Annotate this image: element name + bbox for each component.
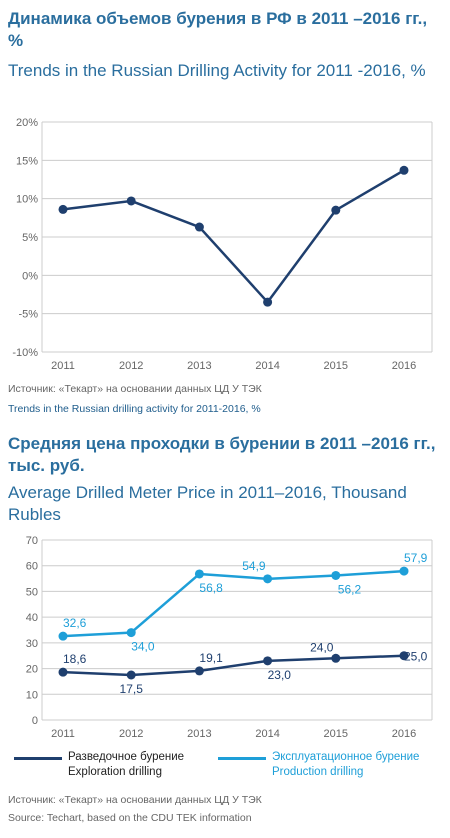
- chart2-point-1: [399, 566, 409, 576]
- chart2-series-line-0: [62, 654, 405, 677]
- chart2-y-tick-label: 50: [26, 586, 38, 598]
- legend-exploration-label-ru: Разведочное бурение: [68, 751, 185, 763]
- chart2-point-0: [194, 666, 204, 676]
- chart2-data-label-0: 24,0: [310, 640, 334, 654]
- chart1-title: Динамика объемов бурения в РФ в 2011 –20…: [8, 9, 428, 50]
- chart2-data-label-1: 34,0: [131, 640, 155, 654]
- chart2-point-1: [263, 574, 273, 584]
- chart2-y-tick-label: 30: [26, 638, 38, 650]
- chart1-point-0: [399, 165, 409, 175]
- chart1-point-0: [126, 196, 136, 206]
- chart2-point-0: [58, 667, 68, 677]
- chart2-y-tick-label: 0: [32, 715, 38, 727]
- chart2-source-en: Source: Techart, based on the CDU TEK in…: [8, 812, 252, 824]
- chart2-data-label-1: 54,9: [242, 559, 266, 573]
- chart2-series-line-1: [62, 569, 405, 638]
- chart2-data-label-1: 56,2: [338, 582, 362, 596]
- chart2-point-0: [126, 670, 136, 680]
- chart2-point-1: [194, 569, 204, 579]
- chart2-title: Средняя цена проходки в бурении в 2011 –…: [8, 434, 436, 475]
- chart2-x-tick-label: 2016: [392, 728, 416, 740]
- chart2-data-label-0: 18,6: [63, 652, 87, 666]
- chart2-point-1: [58, 631, 68, 641]
- chart1-y-tick-label: 5%: [22, 232, 38, 244]
- chart1-y-tick-label: 0%: [22, 270, 38, 282]
- chart1-point-0: [58, 204, 68, 214]
- legend-exploration: Разведочное бурение Exploration drilling: [14, 750, 214, 782]
- chart2-data-label-0: 17,5: [120, 682, 144, 696]
- chart2-data-label-1: 32,6: [63, 616, 87, 630]
- chart1-source-ru: Источник: «Текарт» на основании данных Ц…: [8, 383, 262, 395]
- chart1-x-tick-label: 2014: [255, 360, 279, 372]
- chart1-y-tick-label: 20%: [16, 117, 38, 129]
- chart2-point-0: [399, 651, 409, 661]
- chart2-point-1: [331, 570, 341, 580]
- chart1-y-tick-label: 15%: [16, 155, 38, 167]
- chart1-x-tick-label: 2015: [324, 360, 348, 372]
- chart1-point-0: [263, 297, 273, 307]
- chart2-x-tick-label: 2012: [119, 728, 143, 740]
- chart1-point-0: [331, 205, 341, 215]
- chart2-x-tick-label: 2015: [324, 728, 348, 740]
- chart1-source-en: Trends in the Russian drilling activity …: [8, 403, 261, 415]
- chart1-y-tick-label: -5%: [18, 309, 38, 321]
- chart2-subtitle: Average Drilled Meter Price in 2011–2016…: [8, 483, 407, 524]
- chart2-x-tick-label: 2014: [255, 728, 279, 740]
- chart2-data-label-1: 57,9: [404, 551, 428, 565]
- chart1-plot: 20% 15% 10% 5% 0% -5% -10% 2011 2012 2013 2014 2015…: [12, 117, 433, 372]
- chart2-y-tick-label: 10: [26, 689, 38, 701]
- chart2-source-ru: Источник: «Текарт» на основании данных Ц…: [8, 794, 262, 806]
- chart2-data-label-1: 56,8: [199, 581, 223, 595]
- chart2-point-0: [331, 653, 341, 663]
- chart2-point-0: [263, 656, 273, 666]
- chart2-data-label-0: 23,0: [268, 668, 292, 682]
- chart2-y-tick-label: 60: [26, 561, 38, 573]
- chart1-x-tick-label: 2011: [51, 360, 75, 372]
- legend-exploration-swatch: [14, 757, 62, 760]
- chart2-y-tick-label: 20: [26, 664, 38, 676]
- chart1-y-tick-label: 10%: [16, 194, 38, 206]
- chart1-y-tick-label: -10%: [12, 347, 38, 359]
- chart2-point-1: [126, 628, 136, 638]
- chart1-x-tick-label: 2016: [392, 360, 416, 372]
- chart2-data-label-0: 25,0: [404, 650, 428, 664]
- chart1-point-0: [194, 222, 204, 232]
- chart2-x-tick-label: 2011: [51, 728, 75, 740]
- legend-production-label-ru: Эксплуатационное бурение: [272, 751, 420, 763]
- chart2-y-tick-label: 70: [26, 535, 38, 547]
- chart2-plot: 70 60 50 40 30 20 10 0 2011 2012 2013 2014 2015 2016 1…: [26, 535, 433, 740]
- chart2-data-label-0: 19,1: [199, 651, 223, 665]
- legend-production-swatch: [218, 757, 266, 760]
- chart1-x-tick-label: 2013: [187, 360, 211, 372]
- chart1-subtitle: Trends in the Russian Drilling Activity …: [8, 61, 426, 80]
- legend-exploration-label-en: Exploration drilling: [68, 766, 162, 778]
- chart1-series-line-0: [62, 169, 405, 304]
- chart1-x-tick-label: 2012: [119, 360, 143, 372]
- chart2-x-tick-label: 2013: [187, 728, 211, 740]
- legend-production: Эксплуатационное бурение Production dril…: [218, 750, 443, 782]
- legend-production-label-en: Production drilling: [272, 766, 364, 778]
- chart2-y-tick-label: 40: [26, 612, 38, 624]
